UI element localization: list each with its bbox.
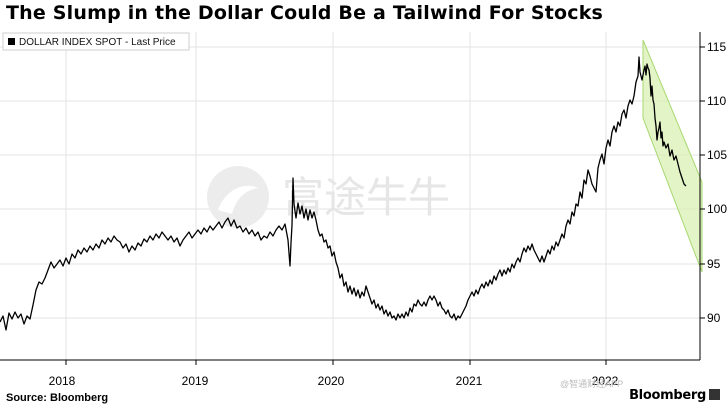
chart-title: The Slump in the Dollar Could Be a Tailw… (6, 2, 604, 24)
watermark: 富途牛牛 (207, 166, 450, 228)
y-tick-label: 90 (707, 311, 721, 325)
y-tick-label: 100 (707, 202, 727, 216)
x-tick-label: 2022 (592, 374, 619, 388)
overlay-watermark: @智通财经APP (560, 379, 624, 389)
y-tick-label: 110 (707, 94, 726, 108)
legend: DOLLAR INDEX SPOT - Last Price (2, 32, 190, 51)
downtrend-channel (642, 39, 703, 273)
y-tick-label: 105 (707, 148, 727, 162)
watermark-logo-swoosh (218, 185, 258, 214)
series-line-dollar-index (0, 56, 687, 331)
x-tick-label: 2018 (49, 374, 76, 388)
legend-label: DOLLAR INDEX SPOT - Last Price (19, 37, 176, 48)
brand-logo-icon (709, 389, 720, 400)
x-tick-label: 2019 (182, 374, 209, 388)
x-tick-label: 2020 (318, 374, 345, 388)
source-note: Source: Bloomberg (6, 392, 109, 404)
x-tick-label: 2021 (456, 374, 483, 388)
watermark-text: 富途牛牛 (282, 173, 450, 222)
y-tick-label: 115 (707, 40, 726, 54)
bloomberg-brand: Bloomberg (629, 388, 720, 403)
y-tick-label: 95 (707, 257, 721, 271)
y-axis: 115 110 105 100 95 90 (699, 32, 727, 360)
gridlines (0, 32, 700, 360)
legend-swatch (8, 38, 15, 45)
brand-name: Bloomberg (629, 388, 706, 403)
x-axis: 2018 2019 2020 2021 2022 (0, 359, 700, 388)
legend-box (2, 32, 190, 51)
